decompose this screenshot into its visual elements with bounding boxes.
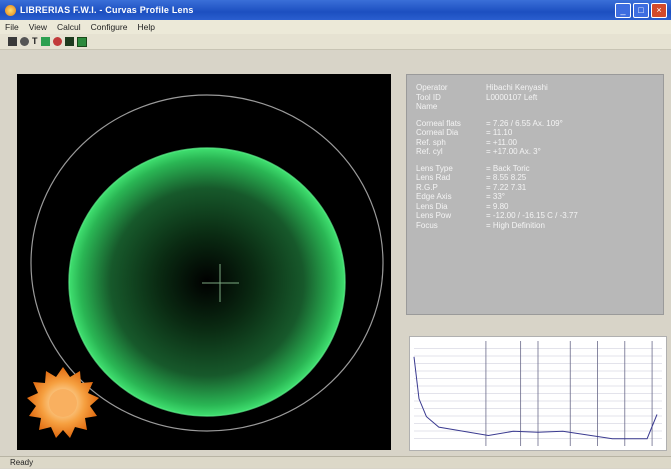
app-icon	[5, 4, 16, 16]
info-value: = 7.22 7.31	[486, 182, 527, 192]
info-value: L0000107 Left	[486, 92, 538, 102]
lens-rim	[68, 147, 346, 417]
info-label: Corneal Dia	[416, 128, 459, 137]
text-tool-icon[interactable]: T	[32, 36, 38, 46]
menu-bar: File View Calcul Configure Help	[0, 20, 671, 34]
minimize-button[interactable]: _	[615, 3, 631, 18]
info-label: Lens Rad	[416, 173, 451, 182]
info-label: Focus	[416, 220, 438, 230]
menu-view[interactable]: View	[28, 22, 47, 32]
dark-mode-icon[interactable]	[64, 37, 74, 46]
info-label: Lens Pow	[416, 211, 452, 220]
info-value: = 9.80	[486, 201, 509, 211]
sun-logo	[27, 367, 99, 438]
lens-info-panel: Operator Hibachi Kenyashi Tool ID L0000107…	[406, 74, 664, 315]
profile-graph	[409, 336, 667, 451]
info-value: = 7.26 / 6.55 Ax. 109°	[486, 118, 563, 128]
gear-icon[interactable]	[20, 37, 29, 46]
info-label: Lens Type	[416, 163, 453, 173]
info-label: Name	[416, 102, 438, 111]
info-label: Lens Dia	[416, 201, 448, 211]
menu-file[interactable]: File	[5, 22, 19, 32]
info-label: Corneal flats	[416, 118, 461, 128]
info-label: R.G.P	[416, 182, 438, 192]
status-bar: Ready	[0, 456, 671, 468]
green-filter-icon[interactable]	[40, 37, 50, 46]
info-value: = 33°	[486, 192, 505, 201]
info-label: Tool ID	[416, 92, 441, 102]
info-value: = High Definition	[486, 220, 545, 230]
outer-ring	[30, 94, 384, 432]
info-label: Ref. cyl	[416, 147, 443, 156]
crosshair	[202, 264, 239, 302]
toolbar: T	[0, 34, 671, 50]
lens-image-view[interactable]	[17, 74, 391, 450]
info-label: Operator	[416, 83, 448, 92]
lens-disc	[69, 148, 345, 416]
menu-calcul[interactable]: Calcul	[56, 22, 81, 32]
status-text: Ready	[10, 458, 34, 467]
info-value: Hibachi Kenyashi	[486, 83, 548, 92]
maximize-button[interactable]: □	[633, 3, 649, 18]
grid-icon[interactable]	[76, 36, 87, 47]
window-title: LIBRERIAS F.W.I. - Curvas Profile Lens	[20, 5, 194, 15]
info-value: = +17.00 Ax. 3°	[486, 147, 541, 156]
info-label: Edge Axis	[416, 192, 452, 201]
info-value	[486, 102, 654, 112]
info-value: = Back Toric	[486, 163, 530, 173]
info-value: = -12.00 / -16.15 C / -3.77	[486, 211, 578, 220]
save-icon[interactable]	[8, 37, 17, 46]
menu-configure[interactable]: Configure	[90, 22, 128, 32]
profile-curve	[413, 356, 658, 440]
close-button[interactable]: ×	[651, 3, 667, 18]
menu-help[interactable]: Help	[137, 22, 155, 32]
red-filter-icon[interactable]	[52, 37, 62, 46]
info-label: Ref. sph	[416, 137, 446, 147]
title-bar: LIBRERIAS F.W.I. - Curvas Profile Lens _…	[0, 0, 671, 20]
info-value: = 8.55 8.25	[486, 173, 527, 182]
info-value: = +11.00	[486, 137, 517, 147]
info-value: = 11.10	[486, 128, 513, 137]
